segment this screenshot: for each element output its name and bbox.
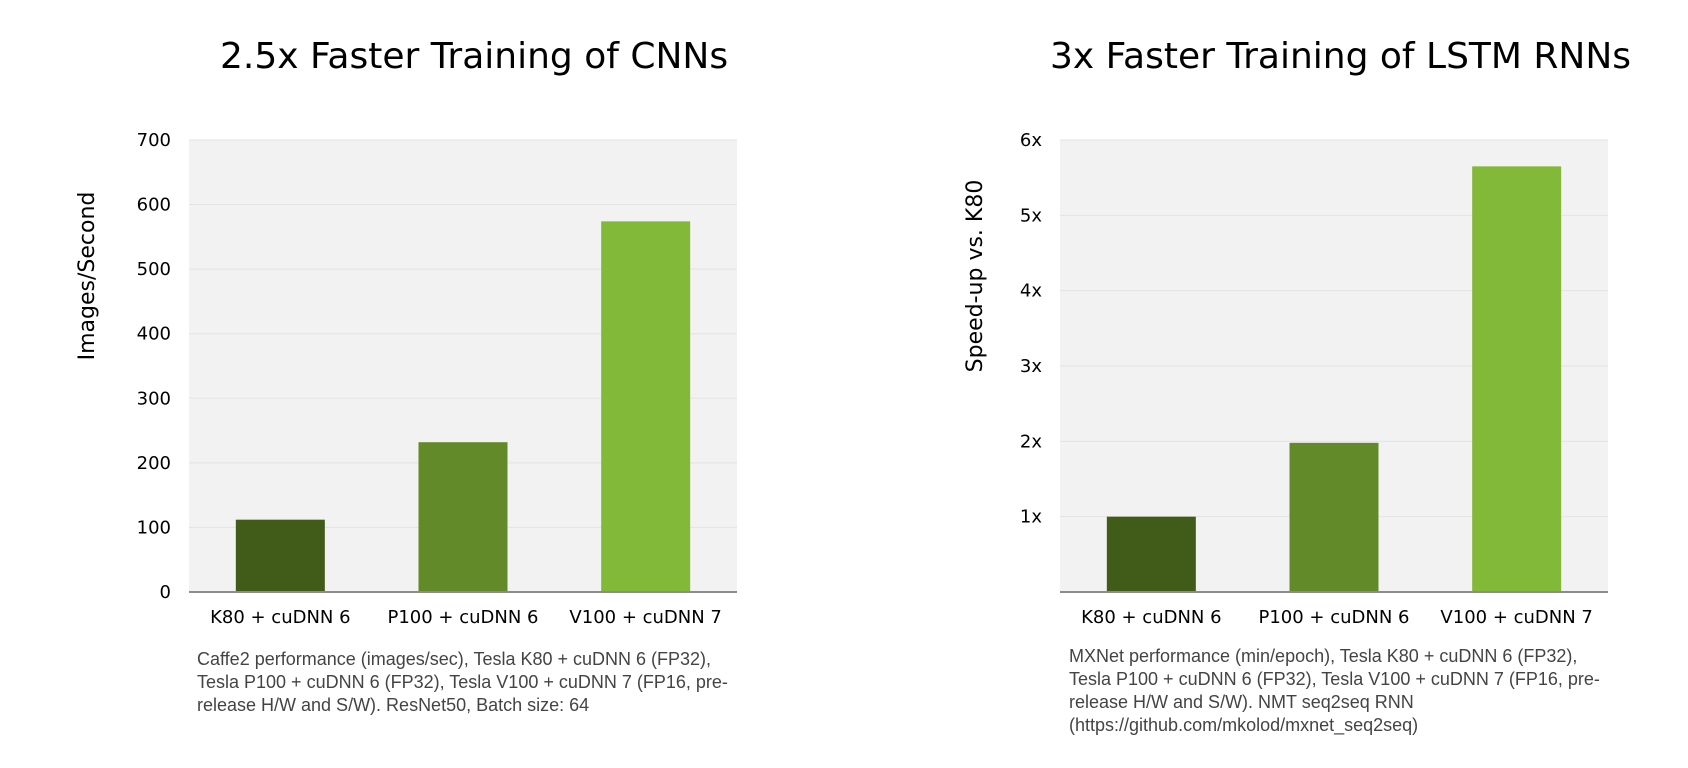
x-category-label: P100 + cuDNN 6 [1258,607,1409,628]
bar [1472,166,1562,592]
bar [235,519,325,592]
x-category-label: V100 + cuDNN 7 [1440,607,1592,628]
y-tick-label: 100 [137,517,171,538]
bar [1106,516,1196,592]
y-tick-label: 5x [1020,205,1042,226]
y-tick-label: 1x [1020,507,1042,528]
x-category-label: V100 + cuDNN 7 [569,607,721,628]
chart-caption: MXNet performance (min/epoch), Tesla K80… [1069,646,1600,735]
bar [1289,442,1379,592]
lstm-bar-chart: 1x 2x 3x 4x 5x 6x Speed-up vs. K80 K80 + cuDNN … [963,130,1608,628]
x-category-label: K80 + cuDNN 6 [210,607,351,628]
y-tick-label: 500 [137,259,171,280]
y-tick-label: 200 [137,453,171,474]
cnn-bar-chart: 0 100 200 300 400 500 600 700 Images/Second K80 +… [75,130,737,628]
y-axis-label: Speed-up vs. K80 [963,180,988,373]
chart-title: 2.5x Faster Training of CNNs [220,36,729,77]
y-tick-label: 4x [1020,281,1042,302]
y-tick-label: 3x [1020,356,1042,377]
y-tick-label: 400 [137,324,171,345]
x-category-label: K80 + cuDNN 6 [1081,607,1222,628]
cnn-chart-panel: 2.5x Faster Training of CNNs 0 100 200 300 4… [75,36,737,715]
bar [418,442,508,592]
y-tick-label: 700 [137,130,171,151]
y-tick-label: 2x [1020,431,1042,452]
y-axis-label: Images/Second [75,192,100,361]
x-category-label: P100 + cuDNN 6 [387,607,538,628]
chart-caption: Caffe2 performance (images/sec), Tesla K… [197,649,728,715]
lstm-chart-panel: 3x Faster Training of LSTM RNNs 1x 2x 3x 4x… [880,0,1688,768]
y-tick-label: 600 [137,195,171,216]
y-tick-label: 6x [1020,130,1042,151]
bar [601,221,691,593]
y-tick-label: 300 [137,388,171,409]
y-tick-label: 0 [160,582,171,603]
